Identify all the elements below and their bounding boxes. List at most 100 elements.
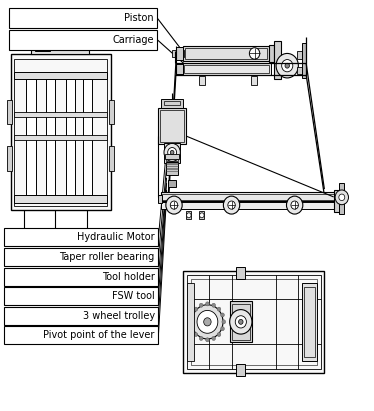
Circle shape: [190, 313, 194, 317]
Bar: [232, 304, 250, 340]
Bar: [183, 63, 271, 75]
Bar: [14, 58, 107, 206]
Circle shape: [221, 313, 224, 317]
Bar: [160, 110, 184, 142]
Bar: [199, 76, 205, 85]
Bar: [165, 154, 179, 159]
Bar: [14, 195, 107, 203]
Circle shape: [285, 63, 289, 68]
Bar: [164, 143, 180, 163]
Circle shape: [39, 44, 45, 50]
Bar: [14, 112, 107, 116]
Bar: [11, 55, 111, 210]
Bar: [35, 42, 50, 51]
Circle shape: [212, 303, 215, 307]
Circle shape: [190, 327, 194, 331]
Bar: [164, 101, 180, 106]
Bar: [166, 146, 178, 161]
Bar: [187, 283, 194, 360]
Text: Tool holder: Tool holder: [102, 272, 155, 282]
Circle shape: [286, 196, 303, 214]
Bar: [236, 267, 245, 279]
Bar: [302, 283, 317, 360]
Bar: [199, 211, 205, 219]
Circle shape: [199, 303, 203, 307]
Circle shape: [197, 310, 218, 333]
Text: Piston: Piston: [124, 13, 154, 23]
Text: FSW tool: FSW tool: [112, 291, 155, 301]
Bar: [4, 287, 159, 305]
Circle shape: [230, 309, 252, 334]
Text: Hydraulic Motor: Hydraulic Motor: [77, 232, 155, 242]
Circle shape: [221, 327, 224, 331]
Circle shape: [339, 194, 345, 201]
Bar: [31, 43, 89, 55]
Circle shape: [282, 60, 293, 72]
Circle shape: [204, 318, 211, 326]
Bar: [302, 43, 306, 78]
Circle shape: [192, 305, 223, 339]
Bar: [4, 248, 159, 266]
Bar: [176, 64, 183, 74]
Bar: [184, 65, 269, 73]
Circle shape: [166, 196, 182, 214]
Circle shape: [235, 316, 246, 328]
Circle shape: [228, 201, 235, 209]
Bar: [9, 30, 157, 50]
Circle shape: [194, 332, 198, 337]
Bar: [274, 41, 281, 79]
Bar: [172, 50, 184, 57]
Bar: [158, 108, 186, 144]
Circle shape: [291, 201, 298, 209]
Bar: [304, 287, 315, 356]
Bar: [297, 67, 303, 74]
Circle shape: [189, 320, 193, 324]
Circle shape: [164, 143, 180, 162]
Bar: [109, 100, 114, 124]
Circle shape: [206, 338, 209, 342]
Circle shape: [217, 332, 221, 337]
Bar: [230, 301, 252, 342]
Bar: [109, 146, 114, 171]
Bar: [65, 79, 75, 195]
Text: 3 wheel trolley: 3 wheel trolley: [83, 311, 155, 321]
Bar: [9, 8, 157, 28]
Bar: [183, 46, 269, 60]
Circle shape: [194, 307, 198, 311]
Bar: [162, 194, 334, 200]
Bar: [334, 190, 340, 212]
Circle shape: [170, 150, 174, 155]
Bar: [166, 162, 178, 175]
Bar: [4, 229, 159, 246]
Circle shape: [200, 213, 204, 218]
Circle shape: [223, 196, 240, 214]
Bar: [158, 195, 162, 203]
Bar: [191, 279, 317, 365]
Circle shape: [199, 336, 203, 340]
Bar: [7, 146, 12, 171]
Bar: [297, 51, 303, 58]
Circle shape: [335, 190, 349, 205]
Circle shape: [249, 48, 260, 59]
Text: Carriage: Carriage: [112, 35, 154, 45]
Text: Pivot point of the lever: Pivot point of the lever: [43, 330, 155, 340]
Bar: [236, 364, 245, 376]
Circle shape: [217, 307, 221, 311]
Bar: [339, 183, 344, 215]
Bar: [183, 271, 324, 373]
Bar: [26, 79, 36, 195]
Circle shape: [212, 336, 215, 340]
Bar: [161, 192, 335, 201]
Bar: [161, 99, 183, 108]
Bar: [4, 307, 159, 325]
Circle shape: [276, 53, 298, 78]
Bar: [83, 79, 92, 195]
Circle shape: [168, 148, 177, 157]
Bar: [185, 48, 267, 58]
Text: Taper roller bearing: Taper roller bearing: [59, 252, 155, 262]
Bar: [187, 275, 321, 369]
Circle shape: [239, 319, 243, 324]
Bar: [14, 72, 107, 79]
Circle shape: [222, 320, 226, 324]
Bar: [186, 211, 191, 219]
